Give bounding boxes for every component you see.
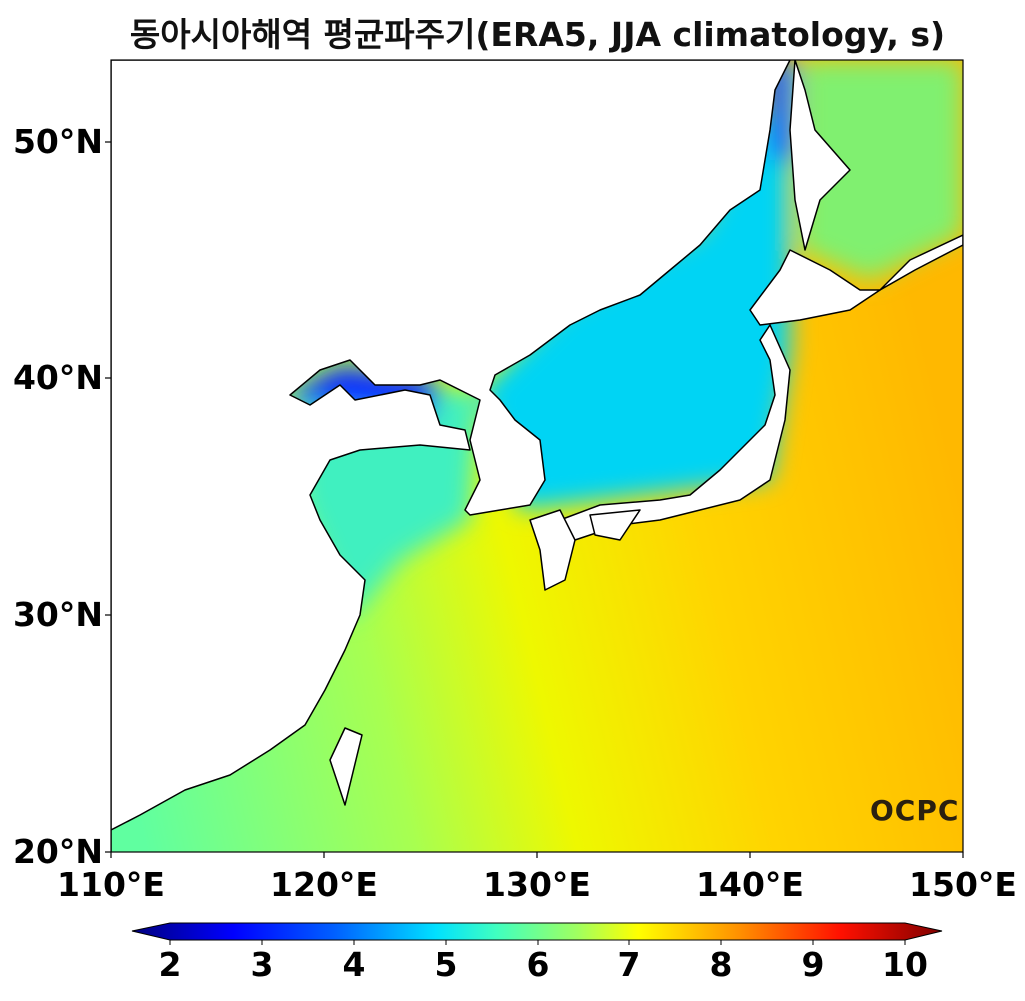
lon-tick-label: 140°E <box>696 865 804 904</box>
mainland-asia <box>111 60 791 852</box>
colorbar-tick-label: 4 <box>342 945 366 984</box>
lon-tick-label: 120°E <box>270 865 378 904</box>
kyushu <box>529 509 576 591</box>
hokkaido <box>749 249 881 326</box>
colorbar <box>131 922 943 941</box>
lat-tick-label: 50°N <box>12 122 103 161</box>
map-title: 동아시아해역 평균파주기(ERA5, JJA climatology, s) <box>129 15 946 54</box>
colorbar-tick-label: 5 <box>434 945 458 984</box>
colorbar-tick-label: 9 <box>801 945 825 984</box>
lat-tick-label: 20°N <box>12 832 103 871</box>
colorbar-tick-label: 8 <box>709 945 733 984</box>
lat-tick-label: 40°N <box>12 358 103 397</box>
taiwan <box>329 727 363 806</box>
colorbar-tick-label: 3 <box>250 945 274 984</box>
colorbar-tick-label: 10 <box>882 945 928 984</box>
russia-far-east <box>879 234 963 291</box>
lon-tick-label: 150°E <box>909 865 1017 904</box>
colorbar-tick-label: 7 <box>617 945 641 984</box>
colorbar-tick-label: 6 <box>526 945 550 984</box>
lon-tick-label: 130°E <box>483 865 591 904</box>
lon-tick-label: 110°E <box>57 865 165 904</box>
okhotsk-field <box>800 60 963 280</box>
sakhalin <box>789 60 851 251</box>
ocpc-logo: OCPC <box>870 794 960 827</box>
colorbar-tick-label: 2 <box>158 945 182 984</box>
shikoku <box>589 509 641 541</box>
lat-tick-label: 30°N <box>12 595 103 634</box>
honshu <box>559 324 791 541</box>
